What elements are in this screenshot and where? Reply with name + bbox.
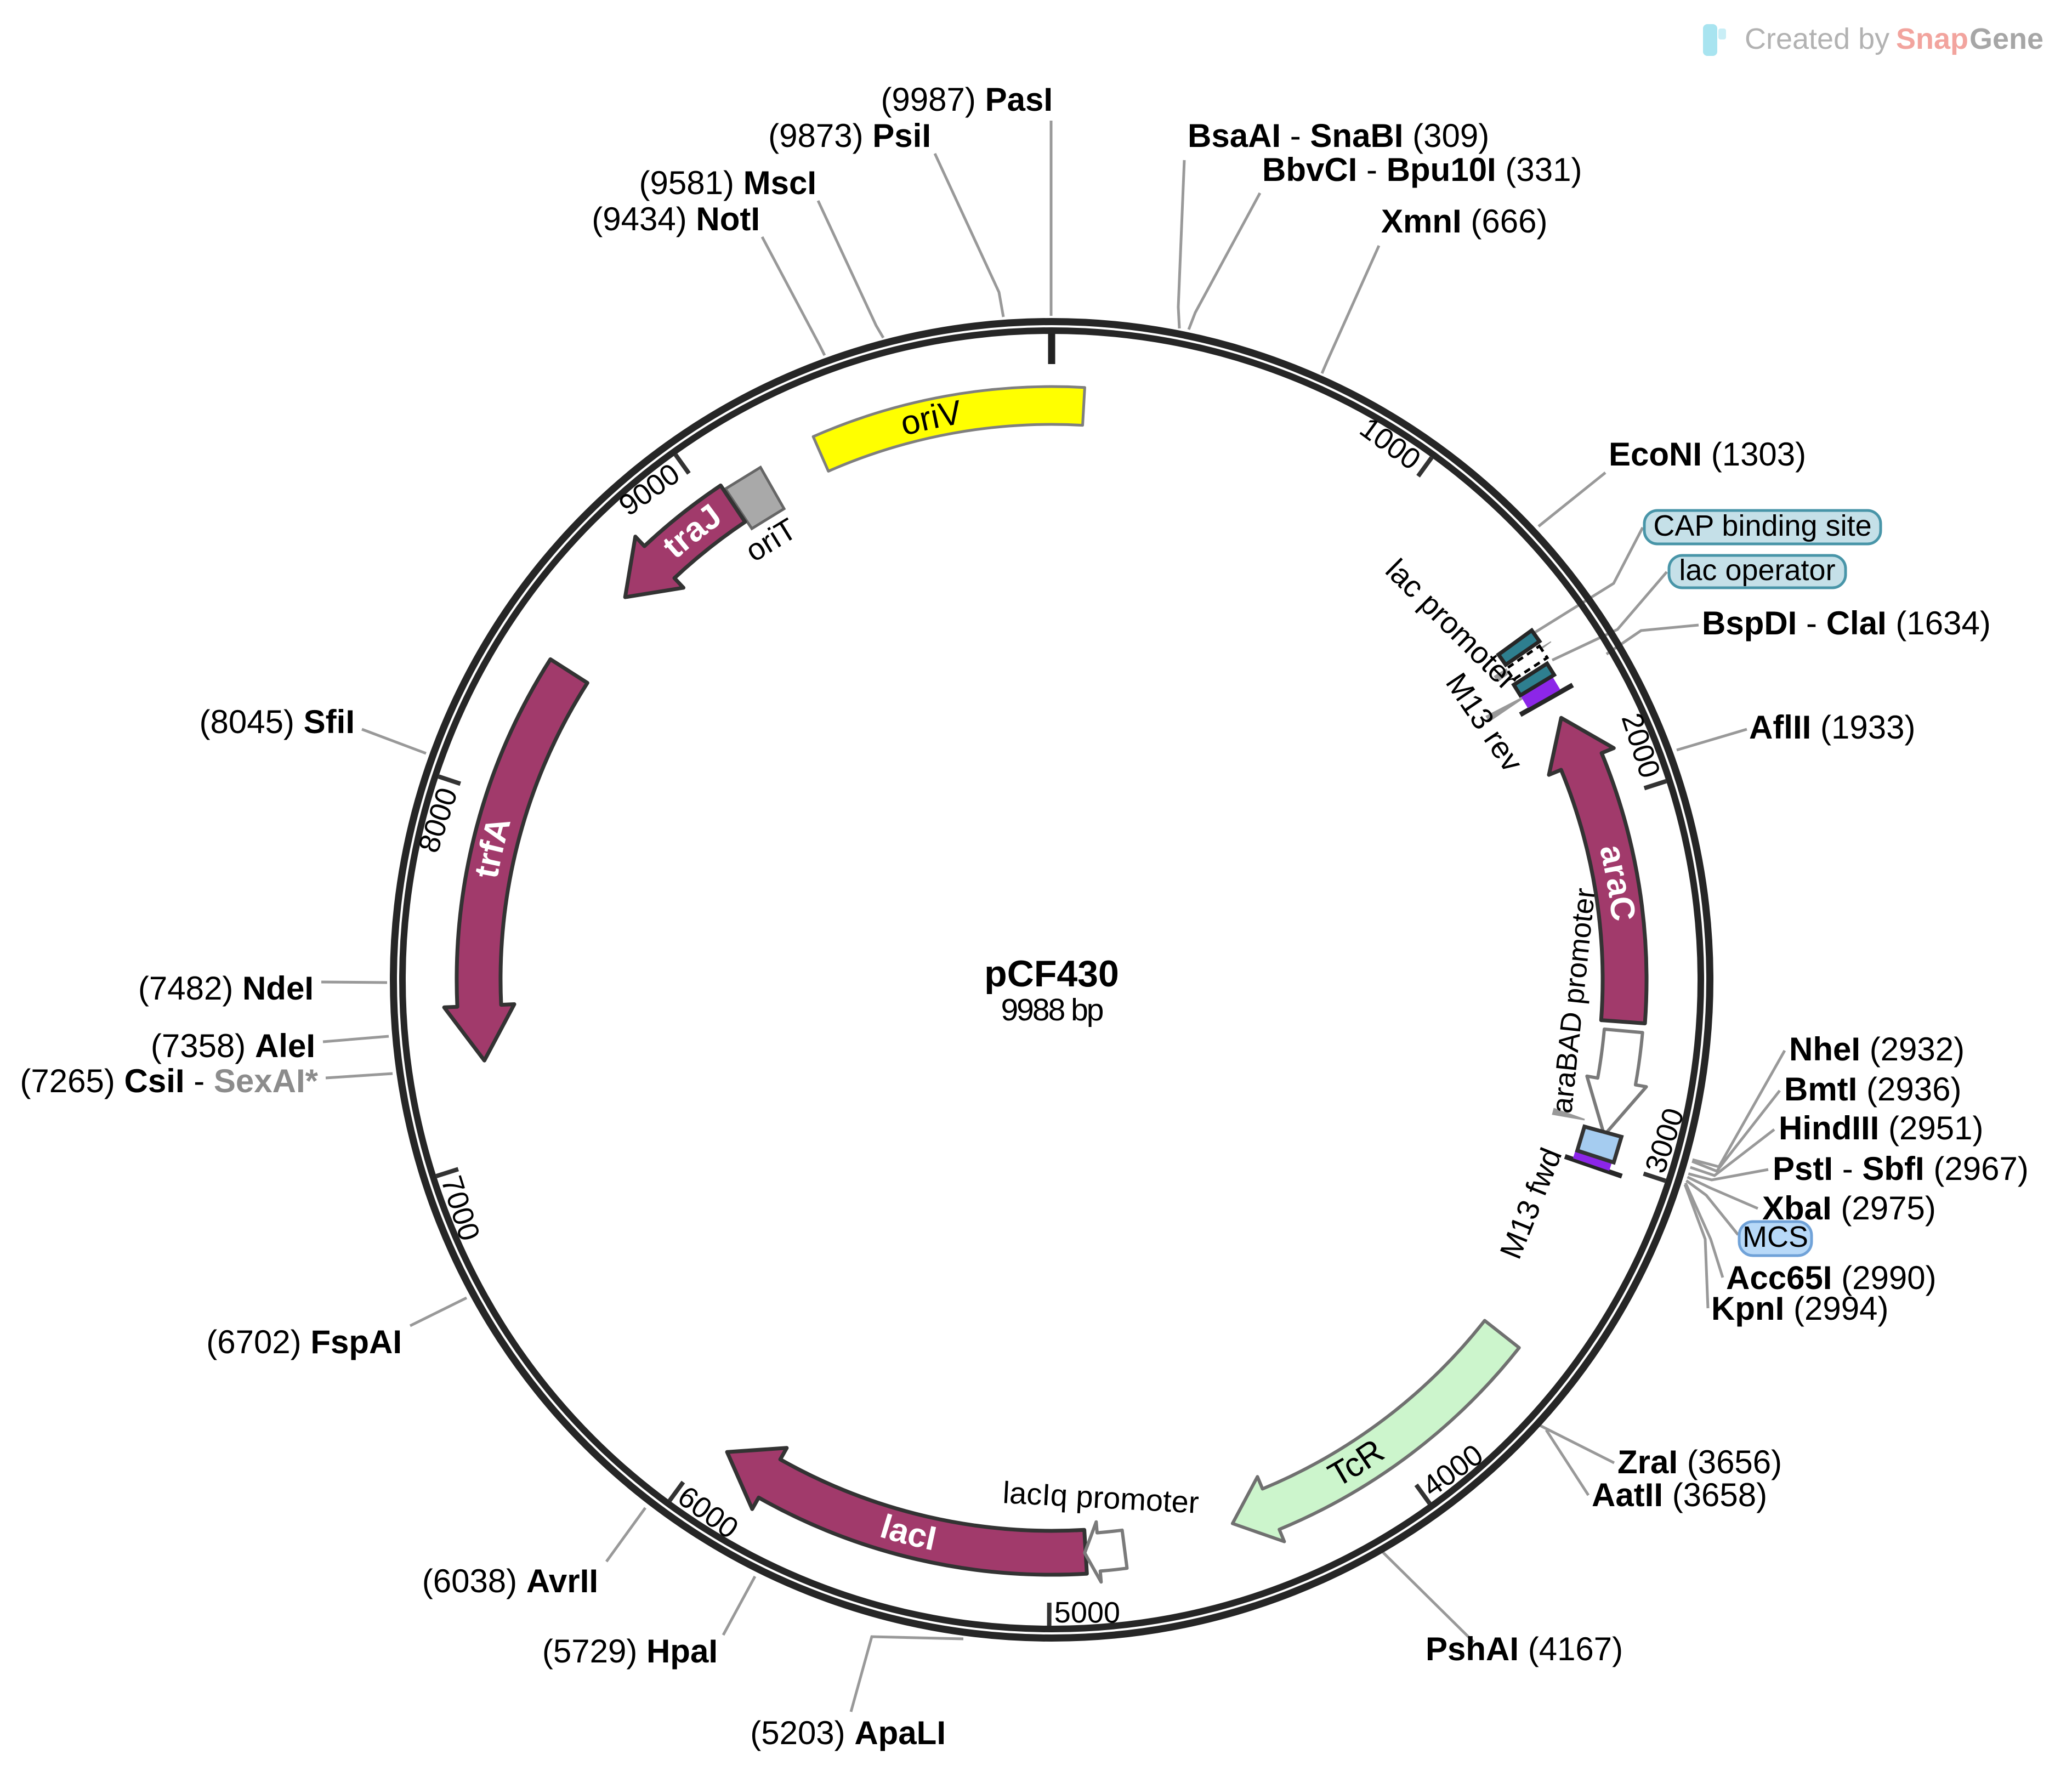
svg-text:(5203) ApaLI: (5203) ApaLI — [750, 1715, 946, 1751]
svg-text:(6702) FspAI: (6702) FspAI — [206, 1324, 402, 1360]
svg-text:BsaAI - SnaBI (309): BsaAI - SnaBI (309) — [1188, 117, 1489, 154]
svg-text:EcoNI (1303): EcoNI (1303) — [1609, 436, 1806, 473]
svg-text:PshAI (4167): PshAI (4167) — [1426, 1631, 1623, 1667]
svg-text:CAP binding site: CAP binding site — [1653, 509, 1871, 542]
svg-text:BbvCI - Bpu10I (331): BbvCI - Bpu10I (331) — [1262, 151, 1582, 188]
svg-text:ZraI (3656): ZraI (3656) — [1617, 1444, 1782, 1480]
svg-text:(9987) PasI: (9987) PasI — [881, 81, 1053, 118]
svg-text:Created by: Created by — [1745, 22, 1889, 55]
svg-text:HindIII (2951): HindIII (2951) — [1779, 1110, 1983, 1146]
svg-text:(9434) NotI: (9434) NotI — [592, 201, 760, 237]
svg-text:NheI (2932): NheI (2932) — [1789, 1031, 1965, 1068]
svg-text:BspDI - ClaI (1634): BspDI - ClaI (1634) — [1702, 605, 1991, 642]
svg-text:(7482) NdeI: (7482) NdeI — [138, 970, 314, 1007]
svg-text:(9873) PsiI: (9873) PsiI — [768, 117, 931, 154]
svg-text:lac operator: lac operator — [1679, 554, 1835, 587]
svg-text:(7265) CsiI - SexAI*: (7265) CsiI - SexAI* — [20, 1063, 318, 1099]
svg-text:pCF430: pCF430 — [984, 953, 1119, 995]
svg-text:(7358) AleI: (7358) AleI — [151, 1028, 315, 1064]
svg-text:BmtI (2936): BmtI (2936) — [1784, 1071, 1961, 1108]
svg-text:Gene: Gene — [1969, 22, 2043, 55]
svg-text:(6038) AvrII: (6038) AvrII — [422, 1563, 598, 1599]
svg-text:(9581) MscI: (9581) MscI — [639, 164, 817, 201]
svg-text:MCS: MCS — [1742, 1221, 1808, 1253]
svg-text:AflII (1933): AflII (1933) — [1749, 709, 1915, 746]
svg-text:AatII (3658): AatII (3658) — [1592, 1477, 1767, 1513]
svg-text:Snap: Snap — [1896, 22, 1968, 55]
svg-text:XmnI (666): XmnI (666) — [1381, 203, 1547, 240]
svg-text:9988 bp: 9988 bp — [1001, 992, 1103, 1028]
svg-text:KpnI (2994): KpnI (2994) — [1711, 1290, 1888, 1327]
svg-text:PstI - SbfI (2967): PstI - SbfI (2967) — [1773, 1150, 2029, 1187]
svg-text:(8045) SfiI: (8045) SfiI — [200, 703, 355, 740]
svg-text:5000: 5000 — [1054, 1596, 1120, 1629]
svg-text:(5729) HpaI: (5729) HpaI — [542, 1633, 718, 1670]
